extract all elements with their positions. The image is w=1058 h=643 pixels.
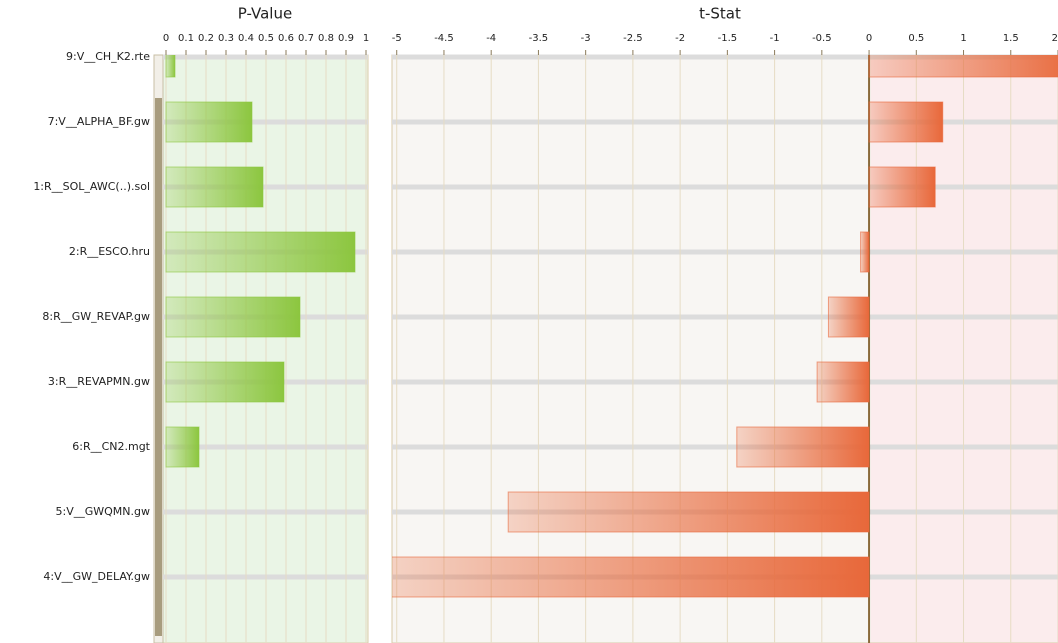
x-tick-label: -2.5 — [623, 33, 643, 44]
x-tick-label: 0.8 — [318, 33, 334, 44]
x-tick-label: 0.6 — [278, 33, 294, 44]
category-label: 8:R__GW_REVAP.gw — [42, 310, 150, 323]
x-tick-label: 1 — [363, 33, 369, 44]
x-tick-label: -5 — [392, 33, 402, 44]
chart-title: t-Stat — [699, 5, 741, 23]
bar — [868, 166, 936, 208]
bar — [165, 296, 301, 338]
x-tick-label: 1.5 — [1003, 33, 1019, 44]
bar — [507, 491, 870, 533]
bar — [392, 556, 870, 598]
bar — [165, 166, 264, 208]
x-tick-label: 0.2 — [198, 33, 214, 44]
bar — [860, 231, 870, 273]
t-panel-neg — [392, 55, 871, 643]
bar — [816, 361, 870, 403]
scroll-thumb[interactable] — [155, 98, 162, 636]
bar — [165, 231, 356, 273]
x-tick-label: -1 — [770, 33, 780, 44]
x-tick-label: -4.5 — [434, 33, 454, 44]
x-tick-label: -0.5 — [812, 33, 832, 44]
bars — [392, 55, 1058, 598]
bar — [827, 296, 870, 338]
category-label: 9:V__CH_K2.rte — [66, 50, 150, 63]
bar — [165, 361, 285, 403]
bar — [868, 55, 1058, 78]
x-tick-label: -3.5 — [529, 33, 549, 44]
chart-title: P-Value — [238, 5, 292, 23]
category-label: 1:R__SOL_AWC(..).sol — [33, 180, 150, 193]
t-panel-pos — [871, 55, 1058, 643]
category-label: 5:V__GWQMN.gw — [56, 505, 150, 518]
x-tick-label: 0.9 — [338, 33, 354, 44]
x-tick-label: 1 — [960, 33, 966, 44]
bar — [868, 101, 944, 143]
x-tick-label: 0.3 — [218, 33, 234, 44]
x-tick-label: 0.4 — [238, 33, 254, 44]
category-label: 4:V__GW_DELAY.gw — [43, 570, 150, 583]
bars — [165, 55, 356, 468]
x-tick-label: -1.5 — [718, 33, 738, 44]
category-label: 6:R__CN2.mgt — [72, 440, 150, 453]
x-tick-label: 0.5 — [258, 33, 274, 44]
bar — [736, 426, 870, 468]
x-tick-label: 0.1 — [178, 33, 194, 44]
category-label: 3:R__REVAPMN.gw — [48, 375, 150, 388]
category-label: 7:V__ALPHA_BF.gw — [48, 115, 150, 128]
bar — [165, 426, 200, 468]
bar — [165, 101, 253, 143]
x-tick-label: 0.5 — [908, 33, 924, 44]
x-tick-label: -4 — [486, 33, 496, 44]
bar — [165, 55, 176, 78]
x-tick-label: -3 — [581, 33, 591, 44]
category-label: 2:R__ESCO.hru — [69, 245, 150, 258]
x-tick-label: -2 — [675, 33, 685, 44]
x-tick-label: 2 — [1052, 33, 1058, 44]
x-tick-label: 0 — [163, 33, 169, 44]
x-tick-label: 0.7 — [298, 33, 314, 44]
x-tick-label: 0 — [866, 33, 872, 44]
